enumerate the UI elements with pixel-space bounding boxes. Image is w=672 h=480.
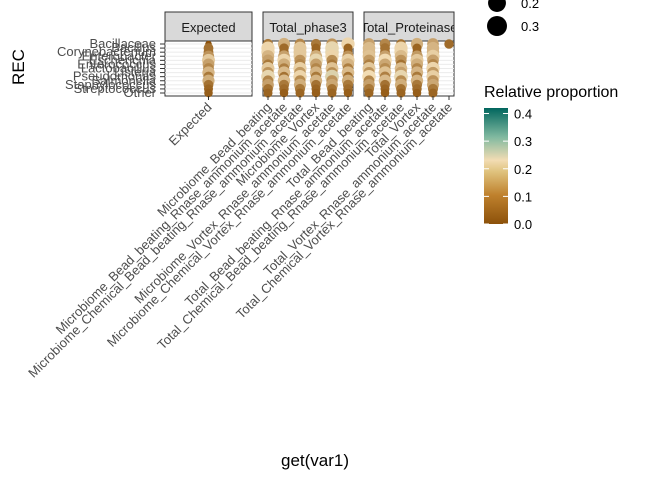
data-point bbox=[412, 88, 422, 98]
color-legend: Relative proportion 0.0 0.1 0.2 0.3 0.4 bbox=[484, 84, 618, 232]
y-tick-label: Enterobacter bbox=[82, 48, 157, 63]
y-tick-label: Enterococcus bbox=[77, 56, 156, 71]
data-point bbox=[327, 88, 337, 98]
y-tick-label: Streptococcus bbox=[74, 81, 157, 96]
data-point bbox=[380, 88, 390, 98]
color-legend-label: 0.4 bbox=[514, 107, 532, 122]
y-tick-label: Lactobacillus bbox=[81, 61, 157, 76]
y-tick-label: Bacillus bbox=[111, 40, 156, 55]
data-point bbox=[428, 88, 438, 98]
color-legend-title: Relative proportion bbox=[484, 84, 618, 101]
size-legend-label: 0.2 bbox=[521, 0, 539, 11]
data-point bbox=[364, 88, 374, 98]
y-tick-label: Bacillaceae bbox=[90, 36, 157, 51]
facet-panel: Expected bbox=[164, 11, 253, 98]
data-point bbox=[263, 88, 273, 98]
color-legend-label: 0.1 bbox=[514, 189, 532, 204]
y-tick-label: Other bbox=[123, 85, 156, 100]
color-legend-label: 0.0 bbox=[514, 217, 532, 232]
y-tick-label: Staphylococcus bbox=[65, 77, 157, 92]
y-tick-label: Listeria bbox=[114, 65, 157, 80]
data-point bbox=[279, 88, 289, 98]
y-tick-label: Pseudomonas bbox=[73, 69, 157, 84]
color-legend-bar bbox=[484, 108, 508, 224]
size-legend-key bbox=[487, 16, 507, 36]
data-point bbox=[396, 88, 406, 98]
facet-panel: Total_phase3 bbox=[261, 11, 355, 98]
data-point bbox=[295, 88, 305, 98]
data-point bbox=[311, 88, 321, 98]
data-point bbox=[204, 88, 213, 98]
y-axis: BacillaceaeBacillusCorynebacteriumEntero… bbox=[57, 36, 165, 100]
y-tick-label: Corynebacterium bbox=[57, 44, 156, 59]
facet-panel: Total_Proteinase bbox=[361, 11, 458, 98]
data-point bbox=[444, 39, 454, 49]
x-axis: ExpectedMicrobiome_Bead_beatingMicrobiom… bbox=[25, 96, 455, 380]
y-tick-label: Salmonella bbox=[92, 73, 157, 88]
color-legend-label: 0.3 bbox=[514, 134, 532, 149]
facet-strip bbox=[363, 11, 455, 42]
facet-strip bbox=[164, 11, 253, 42]
data-point bbox=[343, 88, 353, 98]
facet-panels: Expected Total_phase3 Total_Proteinase bbox=[164, 11, 458, 98]
facet-strip-label: Expected bbox=[181, 20, 235, 35]
size-legend-label: 0.3 bbox=[521, 19, 539, 34]
x-tick-label: Expected bbox=[166, 100, 215, 149]
color-legend-label: 0.2 bbox=[514, 162, 532, 177]
x-axis-title: get(var1) bbox=[281, 451, 349, 470]
size-legend: 0.2 0.3 bbox=[487, 0, 539, 36]
facet-strip-label: Total_phase3 bbox=[269, 20, 346, 35]
facet-strip-label: Total_Proteinase bbox=[361, 20, 458, 35]
size-legend-key bbox=[488, 0, 506, 12]
y-tick-label: Escherichia bbox=[89, 52, 157, 67]
y-axis-title: REC bbox=[9, 49, 28, 85]
